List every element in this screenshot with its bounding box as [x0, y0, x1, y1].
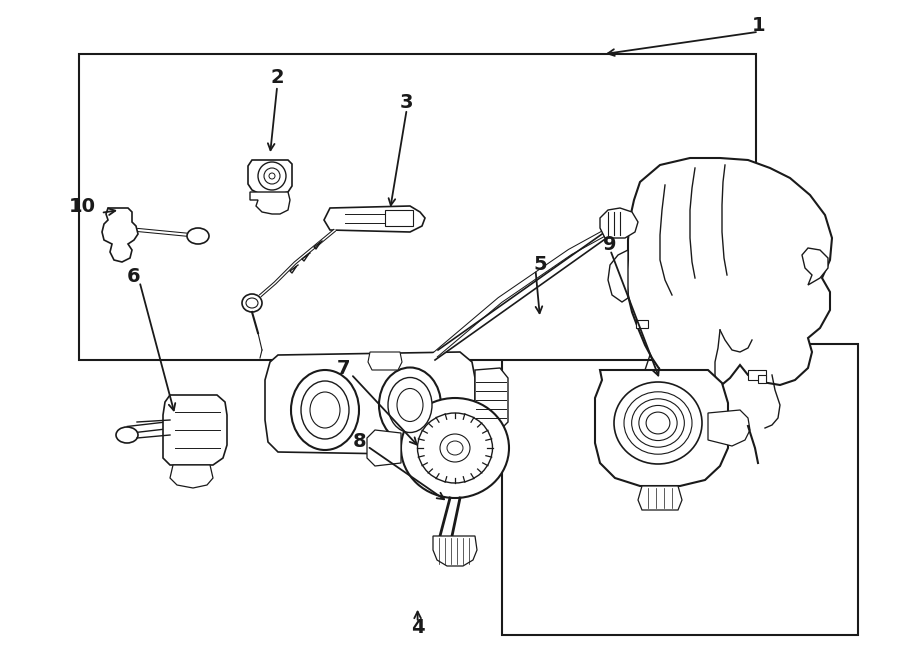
Polygon shape — [708, 410, 750, 446]
Polygon shape — [163, 395, 227, 465]
Ellipse shape — [379, 368, 441, 442]
Polygon shape — [368, 352, 402, 370]
Bar — [385, 210, 413, 226]
Polygon shape — [626, 158, 832, 392]
Polygon shape — [433, 536, 477, 566]
Polygon shape — [608, 250, 628, 302]
Ellipse shape — [639, 405, 677, 440]
Text: 3: 3 — [400, 93, 414, 112]
Text: 6: 6 — [126, 267, 140, 286]
Text: 10: 10 — [69, 197, 96, 215]
Ellipse shape — [388, 377, 432, 432]
Circle shape — [264, 168, 280, 184]
Polygon shape — [600, 208, 638, 238]
Ellipse shape — [242, 294, 262, 312]
Polygon shape — [250, 192, 290, 214]
Text: 4: 4 — [410, 619, 425, 637]
Bar — [748, 370, 766, 380]
Ellipse shape — [447, 441, 463, 455]
Polygon shape — [248, 160, 292, 194]
Text: 2: 2 — [270, 69, 284, 87]
Bar — [758, 375, 766, 383]
Ellipse shape — [646, 412, 670, 434]
Ellipse shape — [246, 298, 258, 308]
Ellipse shape — [187, 228, 209, 244]
Text: 9: 9 — [604, 235, 617, 254]
Polygon shape — [367, 430, 401, 466]
Polygon shape — [638, 486, 682, 510]
Text: 7: 7 — [337, 360, 351, 378]
Polygon shape — [170, 465, 213, 488]
Text: 8: 8 — [353, 432, 367, 451]
Circle shape — [269, 173, 275, 179]
Polygon shape — [475, 368, 508, 430]
Ellipse shape — [624, 392, 692, 454]
Text: 5: 5 — [533, 255, 547, 274]
Ellipse shape — [401, 398, 509, 498]
Ellipse shape — [397, 389, 423, 422]
Ellipse shape — [116, 427, 138, 443]
Bar — [636, 320, 648, 328]
Ellipse shape — [310, 392, 340, 428]
Polygon shape — [802, 248, 828, 285]
Ellipse shape — [440, 434, 470, 462]
Polygon shape — [102, 208, 138, 262]
Ellipse shape — [301, 381, 349, 439]
Bar — [502, 344, 858, 635]
Ellipse shape — [418, 413, 492, 483]
Polygon shape — [324, 206, 425, 232]
Text: 1: 1 — [752, 16, 766, 34]
Polygon shape — [595, 370, 728, 486]
Bar — [79, 54, 756, 360]
Ellipse shape — [614, 382, 702, 464]
Ellipse shape — [632, 399, 684, 447]
Circle shape — [258, 162, 286, 190]
Ellipse shape — [291, 370, 359, 450]
Polygon shape — [265, 352, 475, 455]
